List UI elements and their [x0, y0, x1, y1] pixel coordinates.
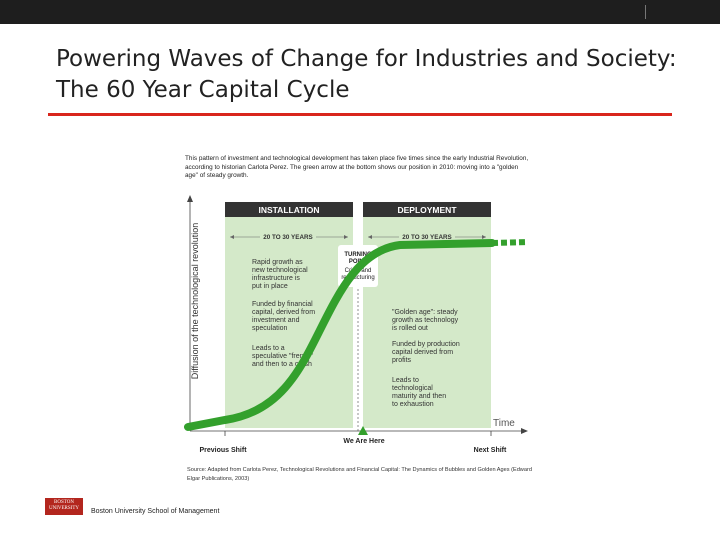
turning-point-sub-2: restructuring — [341, 275, 374, 281]
installation-note-3-line-3: and then to a crash — [252, 361, 312, 368]
deployment-note-3-line-2: technological — [392, 385, 433, 392]
installation-header-bar — [225, 202, 353, 217]
x-axis-arrow — [521, 428, 528, 434]
installation-years: 20 TO 30 YEARS — [263, 234, 312, 241]
figure-intro-text: This pattern of investment and technolog… — [185, 155, 529, 179]
installation-note-2-line-3: investment and — [252, 317, 300, 324]
deployment-note-1-line-2: growth as technology — [392, 317, 459, 324]
top-bar-marker — [645, 5, 646, 19]
deployment-header: DEPLOYMENT — [397, 205, 457, 215]
logo-line-2: UNIVERSITY — [49, 506, 79, 511]
installation-note-2: Funded by financial capital, derived fro… — [252, 301, 317, 332]
installation-note-2-line-4: speculation — [252, 325, 288, 332]
deployment-note-1: "Golden age": steady growth as technolog… — [392, 309, 460, 332]
installation-note-1-line-1: Rapid growth as — [252, 259, 303, 266]
title-underline — [48, 113, 672, 116]
installation-note-1-line-2: new technological — [252, 267, 308, 274]
installation-note-3: Leads to a speculative "frenzy" and then… — [252, 345, 315, 368]
turning-point-title-1: TURNING — [344, 252, 372, 258]
installation-note-3-line-2: speculative "frenzy" — [252, 353, 314, 360]
installation-note-1-line-4: put in place — [252, 283, 288, 290]
logo-line-1: BOSTON — [54, 500, 74, 505]
installation-note-2-line-2: capital, derived from — [252, 309, 315, 316]
deployment-note-2-line-2: capital derived from — [392, 349, 453, 356]
slide-title-line-2: The 60 Year Capital Cycle — [56, 77, 350, 103]
installation-note-2-line-1: Funded by financial — [252, 301, 313, 308]
installation-span-arrow-right — [344, 235, 348, 239]
footer-text: Boston University School of Management — [91, 508, 220, 515]
slide-title-line-1: Powering Waves of Change for Industries … — [56, 46, 677, 72]
next-shift-label: Next Shift — [474, 447, 507, 454]
installation-note-3-line-1: Leads to a — [252, 345, 285, 352]
deployment-note-3-line-1: Leads to — [392, 377, 419, 384]
capital-cycle-diagram: INSTALLATION DEPLOYMENT 20 TO 30 YEARS 2… — [184, 195, 529, 454]
previous-shift-label: Previous Shift — [199, 447, 247, 454]
deployment-note-2-line-1: Funded by production — [392, 341, 460, 348]
we-are-here-arrow — [358, 426, 368, 435]
capital-cycle-figure: This pattern of investment and technolog… — [180, 150, 540, 490]
deployment-note-3-line-3: maturity and then — [392, 393, 446, 400]
installation-header: INSTALLATION — [258, 205, 319, 215]
installation-note-1: Rapid growth as new technological infras… — [252, 259, 310, 290]
deployment-span-arrow-left — [368, 235, 372, 239]
deployment-years: 20 TO 30 YEARS — [402, 234, 451, 241]
y-axis-arrow — [187, 195, 193, 202]
we-are-here-label: We Are Here — [343, 438, 384, 445]
deployment-span-arrow-right — [482, 235, 486, 239]
deployment-note-3-line-4: to exhaustion — [392, 401, 434, 408]
installation-span-arrow-left — [230, 235, 234, 239]
deployment-years-bg — [399, 232, 455, 241]
s-curve-projection — [491, 239, 529, 246]
deployment-note-1-line-3: is rolled out — [392, 325, 428, 332]
university-logo: BOSTON UNIVERSITY — [45, 498, 83, 515]
y-axis-label: Diffusion of the technological revolutio… — [190, 222, 200, 380]
deployment-note-1-line-1: "Golden age": steady — [392, 309, 458, 316]
top-bar — [0, 0, 720, 24]
deployment-header-bar — [363, 202, 491, 217]
deployment-note-3: Leads to technological maturity and then… — [392, 377, 448, 408]
slide-title: Powering Waves of Change for Industries … — [56, 44, 696, 106]
deployment-note-2-line-3: profits — [392, 357, 412, 364]
installation-years-bg — [260, 232, 316, 241]
x-axis-label: Time — [493, 418, 515, 429]
s-curve — [184, 239, 496, 431]
figure-source-text: Source: Adapted from Carlota Perez, Tech… — [187, 467, 532, 482]
deployment-note-2: Funded by production capital derived fro… — [392, 341, 462, 364]
installation-note-1-line-3: infrastructure is — [252, 275, 300, 282]
turning-point-title-2: POINT — [349, 259, 368, 265]
